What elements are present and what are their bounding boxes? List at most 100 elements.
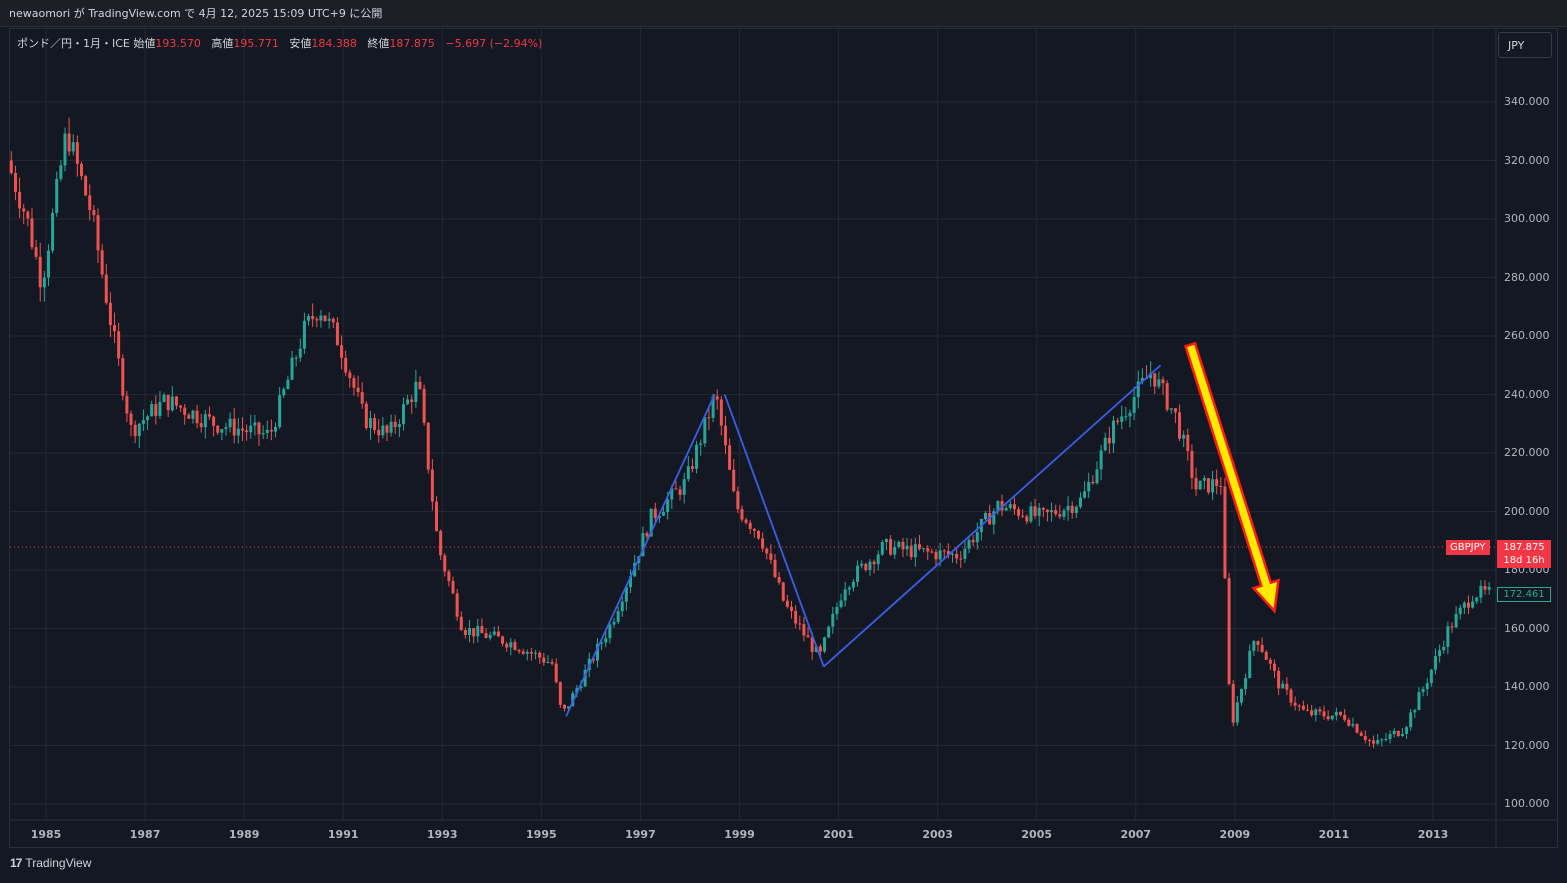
candle-body xyxy=(571,693,575,707)
candle-body xyxy=(1322,711,1326,717)
candle-body xyxy=(1153,373,1157,387)
candle-body xyxy=(496,631,500,637)
candle-body xyxy=(476,626,480,637)
candle-body xyxy=(851,581,855,588)
candle-body xyxy=(447,571,451,582)
candle-body xyxy=(1421,688,1425,693)
candle-body xyxy=(360,392,364,404)
secondary-price-badge: 172.461 xyxy=(1497,587,1551,602)
candle-body xyxy=(472,628,476,637)
candle-body xyxy=(459,616,463,631)
candle-body xyxy=(781,582,785,601)
candle-body xyxy=(406,399,410,405)
candle-body xyxy=(959,558,963,560)
x-tick-label: 2013 xyxy=(1417,828,1449,841)
candle-body xyxy=(294,357,298,359)
y-tick-label: 160.000 xyxy=(1504,621,1550,635)
candle-body xyxy=(884,539,888,543)
candle-body xyxy=(1400,733,1404,737)
candle-body xyxy=(996,501,1000,512)
candle-body xyxy=(1041,507,1045,510)
candle-body xyxy=(1037,507,1041,516)
currency-button[interactable]: JPY xyxy=(1498,32,1552,58)
candle-body xyxy=(1206,478,1210,493)
candle-body xyxy=(443,555,447,572)
candle-body xyxy=(674,488,678,490)
candle-body xyxy=(410,399,414,403)
candle-body xyxy=(938,550,942,560)
tradingview-footer[interactable]: 17 TradingView xyxy=(10,856,91,870)
candle-body xyxy=(823,637,827,652)
candle-body xyxy=(542,657,546,663)
y-tick-label: 200.000 xyxy=(1504,504,1550,518)
candle-body xyxy=(63,133,67,166)
candle-body xyxy=(1078,497,1082,507)
candle-body xyxy=(141,420,145,424)
candle-body xyxy=(827,626,831,638)
candle-body xyxy=(439,531,443,556)
candle-body xyxy=(773,559,777,577)
candle-body xyxy=(719,399,723,426)
candle-body xyxy=(108,302,112,326)
candle-body xyxy=(686,466,690,480)
candle-body xyxy=(492,631,496,635)
candle-body xyxy=(1446,626,1450,647)
candle-body xyxy=(975,532,979,543)
candle-body xyxy=(1227,578,1231,685)
candle-body xyxy=(88,195,92,211)
candle-body xyxy=(839,600,843,607)
candle-body xyxy=(435,501,439,532)
candle-body xyxy=(170,396,174,411)
candle-body xyxy=(166,394,170,411)
y-tick-label: 280.000 xyxy=(1504,270,1550,284)
candle-body xyxy=(1314,709,1318,716)
candle-body xyxy=(810,637,814,652)
down-arrow-annotation xyxy=(1183,341,1280,614)
candle-body xyxy=(529,651,533,654)
candle-body xyxy=(1103,437,1107,451)
candle-body xyxy=(1000,501,1004,511)
candle-body xyxy=(554,663,558,683)
candle-body xyxy=(389,421,393,433)
x-tick-label: 1987 xyxy=(129,828,161,841)
candle-body xyxy=(715,396,719,400)
candle-body xyxy=(748,522,752,529)
legend-low-value: 184.388 xyxy=(311,37,357,50)
candle-body xyxy=(1392,730,1396,735)
x-tick-label: 2003 xyxy=(922,828,953,841)
candle-body xyxy=(1107,437,1111,444)
candle-body xyxy=(253,422,257,426)
candle-body xyxy=(583,670,587,687)
candle-body xyxy=(864,563,868,571)
candle-body xyxy=(30,218,34,248)
candle-body xyxy=(1475,597,1479,602)
candle-body xyxy=(666,499,670,513)
y-tick-label: 100.000 xyxy=(1504,797,1550,810)
candle-body xyxy=(75,142,79,164)
candle-body xyxy=(703,417,707,444)
candle-body xyxy=(1050,510,1054,513)
candle-body xyxy=(1272,663,1276,671)
trend-line xyxy=(565,394,716,717)
candle-body xyxy=(612,621,616,625)
candle-body xyxy=(1281,683,1285,689)
candle-body xyxy=(1343,714,1347,720)
candle-body xyxy=(373,418,377,431)
candle-body xyxy=(401,404,405,425)
candle-body xyxy=(645,533,649,537)
candle-body xyxy=(641,533,645,557)
x-tick-label: 2009 xyxy=(1219,828,1251,841)
candle-body xyxy=(1372,740,1376,744)
y-tick-label: 340.000 xyxy=(1504,95,1550,108)
candle-body xyxy=(942,550,946,552)
candle-body xyxy=(323,315,327,321)
candle-body xyxy=(951,553,955,555)
candle-body xyxy=(1202,478,1206,481)
candle-body xyxy=(236,428,240,436)
candle-body xyxy=(261,432,265,435)
candle-body xyxy=(1384,739,1388,741)
candle-body xyxy=(232,418,236,436)
candle-body xyxy=(1330,715,1334,720)
ohlc-legend: ポンド／円・1月・ICE 始値193.570 高値195.771 安値184.3… xyxy=(17,35,549,51)
